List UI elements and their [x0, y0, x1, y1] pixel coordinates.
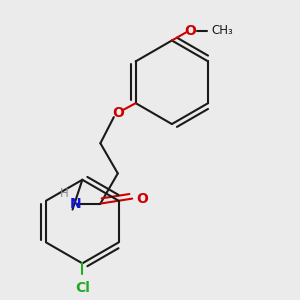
Text: O: O	[184, 23, 196, 38]
Text: CH₃: CH₃	[212, 24, 233, 37]
Text: N: N	[70, 196, 81, 211]
Text: Cl: Cl	[75, 281, 90, 295]
Text: O: O	[136, 192, 148, 206]
Text: H: H	[60, 187, 69, 200]
Text: O: O	[112, 106, 124, 120]
